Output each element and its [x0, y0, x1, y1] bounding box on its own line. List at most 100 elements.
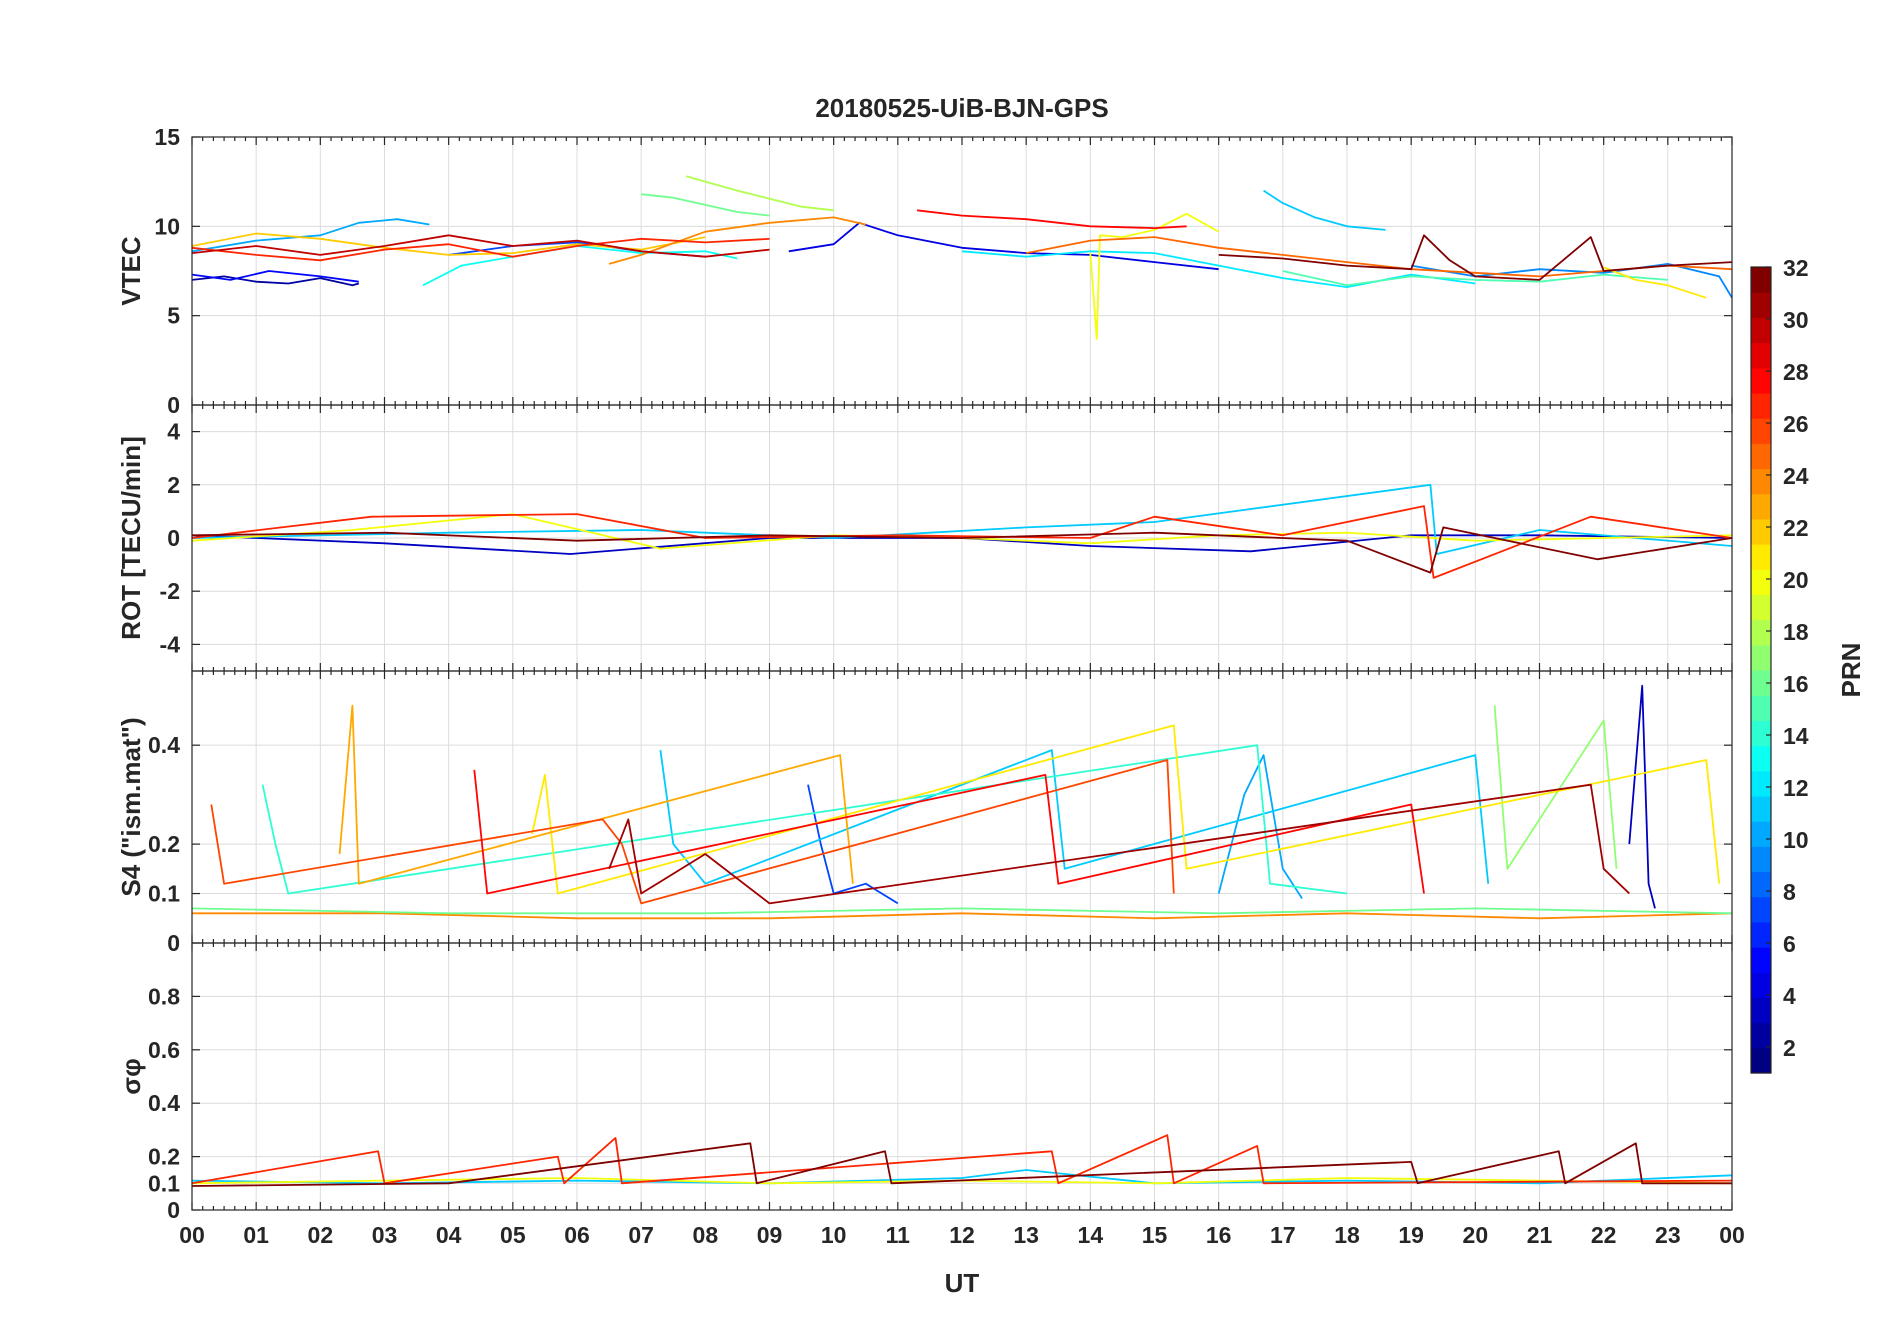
colorbar-cell: [1751, 544, 1771, 570]
y-tick-label: -2: [160, 578, 180, 604]
x-tick-label: 13: [1013, 1222, 1039, 1248]
series-prn-32: [192, 526, 1732, 574]
x-axis-label: UT: [945, 1268, 980, 1298]
y-tick-label: 15: [154, 124, 180, 150]
x-tick-label: 06: [564, 1222, 590, 1248]
colorbar-tick-label: 12: [1783, 775, 1809, 801]
series-prn-30: [192, 234, 770, 258]
colorbar-cell: [1751, 292, 1771, 318]
series-prn-3: [1628, 684, 1656, 909]
panel-s4: 0 0.1 0.2 0.4S4 ("ism.mat"): [116, 670, 1733, 956]
x-tick-label: 15: [1142, 1222, 1168, 1248]
series-prn-21: [1603, 266, 1707, 299]
colorbar-tick-label: 20: [1783, 567, 1809, 593]
panel-sigma_phi: 00.10.2 0.4 0.6 0.8 σφ: [116, 942, 1733, 1223]
x-tick-label: 14: [1078, 1222, 1104, 1248]
colorbar-tick-label: 16: [1783, 671, 1809, 697]
series-prn-18: [685, 175, 834, 212]
colorbar-cell: [1751, 392, 1771, 419]
colorbar-cell: [1751, 745, 1771, 772]
y-axis-label: VTEC: [116, 236, 146, 306]
x-tick-label: 16: [1206, 1222, 1232, 1248]
colorbar-tick-label: 30: [1783, 307, 1809, 333]
colorbar-tick-label: 14: [1783, 723, 1809, 749]
x-tick-label: 21: [1527, 1222, 1553, 1248]
x-tick-label: 12: [949, 1222, 975, 1248]
colorbar-cell: [1751, 443, 1771, 470]
colorbar-tick-label: 32: [1783, 255, 1809, 281]
colorbar-cell: [1751, 644, 1771, 671]
y-tick-label: 0: [167, 525, 180, 551]
x-tick-label: 07: [628, 1222, 654, 1248]
y-tick-label: 2: [167, 472, 180, 498]
colorbar-cell: [1751, 896, 1771, 923]
series-prn-10: [192, 218, 430, 253]
series-group: [192, 175, 1732, 340]
axes-frame: [191, 942, 1733, 1211]
series-prn-26: [210, 759, 1175, 905]
series-prn-32: [1218, 234, 1732, 281]
colorbar-cell: [1751, 468, 1771, 495]
series-prn-31: [608, 783, 1630, 905]
colorbar-frame: [1750, 266, 1772, 1074]
colorbar-tick-label: 6: [1783, 931, 1796, 957]
colorbar-cell: [1751, 1022, 1771, 1049]
colorbar-cell: [1751, 846, 1771, 873]
colorbar-cell: [1751, 997, 1771, 1024]
x-tick-label: 22: [1591, 1222, 1617, 1248]
series-prn-15: [1282, 270, 1668, 287]
y-tick-label: 0.1: [148, 1170, 180, 1196]
y-axis-label: σφ: [116, 1058, 146, 1094]
x-tick-label: 10: [821, 1222, 847, 1248]
x-tick-label: 09: [757, 1222, 783, 1248]
x-tick-label: 01: [243, 1222, 269, 1248]
y-tick-label: 0.2: [148, 1144, 180, 1170]
colorbar-cell: [1751, 720, 1771, 747]
colorbar-tick-label: 28: [1783, 359, 1809, 385]
series-prn-21: [531, 724, 1721, 895]
colorbar-tick-label: 4: [1783, 983, 1796, 1009]
series-prn-28: [916, 209, 1187, 229]
y-axis-label: ROT [TECU/min]: [116, 436, 146, 640]
y-tick-label: 0: [167, 392, 180, 418]
colorbar-tick-label: 2: [1783, 1035, 1796, 1061]
x-tick-label: 00: [1719, 1222, 1745, 1248]
series-prn-11: [1263, 189, 1386, 231]
series-prn-11: [659, 749, 1490, 885]
x-tick-labels: 00 01 02 03 04 05 06 07 08 09 10 11 12 13 14 15 16 17 18 19…: [179, 1222, 1745, 1248]
series-prn-16: [192, 907, 1732, 915]
colorbar-tick-label: 8: [1783, 879, 1796, 905]
series-prn-23: [338, 704, 854, 885]
y-tick-label: 0: [167, 1197, 180, 1223]
y-tick-label: 0: [167, 930, 180, 956]
colorbar-cell: [1751, 821, 1771, 847]
x-tick-label: 19: [1398, 1222, 1424, 1248]
series-prn-14: [261, 744, 1348, 895]
y-tick-label: 0.4: [148, 732, 180, 758]
x-tick-label: 02: [308, 1222, 334, 1248]
series-group: [192, 483, 1732, 579]
panel-vtec: 0 5 10 15 VTEC: [116, 124, 1733, 418]
x-tick-label: 18: [1334, 1222, 1360, 1248]
colorbar-cell: [1751, 518, 1771, 545]
y-tick-label: 0.4: [148, 1090, 180, 1116]
series-prn-32: [192, 1142, 1732, 1187]
colorbar-cell: [1751, 972, 1771, 999]
colorbar-cell: [1751, 695, 1771, 721]
colorbar-tick-label: 22: [1783, 515, 1809, 541]
y-tick-label: -4: [160, 631, 181, 657]
x-tick-label: 23: [1655, 1222, 1681, 1248]
series-group: [192, 684, 1732, 920]
colorbar-cell: [1751, 795, 1771, 822]
y-axis-label: S4 ("ism.mat"): [116, 717, 146, 896]
colorbar-cell: [1751, 569, 1771, 596]
colorbar-tick-label: 24: [1783, 463, 1809, 489]
colorbar-cell: [1751, 921, 1771, 948]
series-prn-20: [1089, 212, 1220, 340]
y-tick-label: 4: [167, 419, 180, 445]
series-prn-16: [641, 193, 770, 217]
series-prn-24: [192, 912, 1732, 920]
